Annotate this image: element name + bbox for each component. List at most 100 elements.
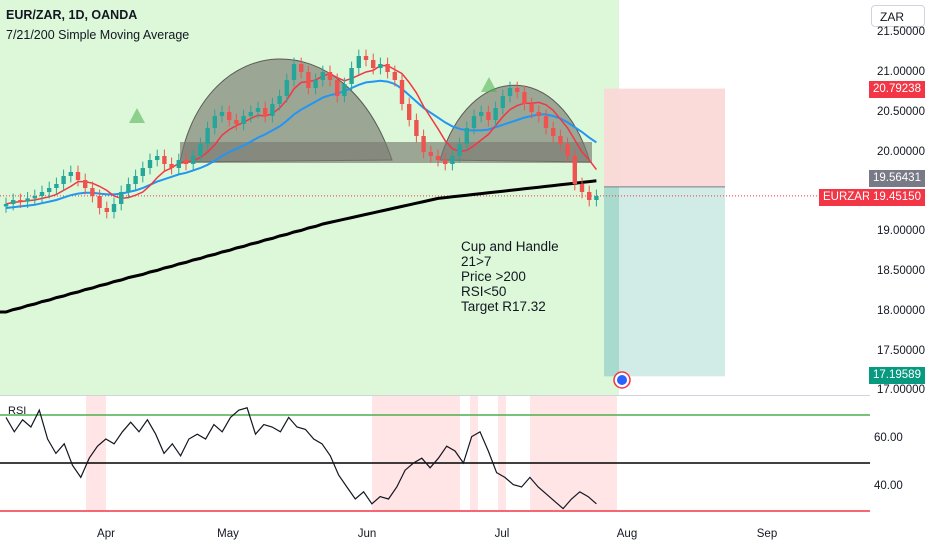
- candle-body: [205, 128, 210, 144]
- candle-body: [536, 112, 541, 116]
- rsi-tick-label: 60.00: [874, 432, 903, 444]
- y-tick-label: 19.00000: [877, 225, 925, 237]
- indicator-legend[interactable]: 7/21/200 Simple Moving Average: [6, 28, 190, 42]
- candle-body: [61, 176, 66, 184]
- candle-body: [111, 204, 117, 212]
- candle-body: [169, 164, 174, 168]
- candle-body: [349, 68, 354, 84]
- candle-body: [486, 112, 491, 120]
- candle-body: [594, 196, 599, 200]
- candle-body: [306, 72, 311, 88]
- candle-body: [363, 56, 369, 60]
- annotation-line-4[interactable]: RSI<50: [461, 284, 507, 299]
- candle-body: [479, 112, 484, 116]
- y-tick-label: 17.00000: [877, 384, 925, 396]
- candle-body: [414, 120, 419, 136]
- pane-separator: [0, 395, 870, 396]
- candle-body: [291, 64, 297, 80]
- candle-body: [263, 108, 268, 116]
- candle-body: [90, 188, 95, 196]
- up-arrow-icon: [481, 77, 497, 92]
- candle-body: [558, 136, 563, 144]
- rsi-label[interactable]: RSI: [8, 405, 27, 417]
- candle-body: [68, 172, 73, 176]
- x-tick-label: Jun: [357, 528, 377, 540]
- candle-body: [342, 84, 347, 96]
- rsi-shade-zone: [498, 396, 506, 510]
- candle-body: [464, 128, 469, 144]
- y-tick-label: 20.00000: [877, 146, 925, 158]
- candle-body: [191, 156, 196, 164]
- candle-body: [18, 200, 23, 202]
- candle-body: [457, 144, 462, 156]
- candle-body: [133, 176, 138, 184]
- candle-body: [176, 160, 181, 168]
- candle-body: [313, 80, 318, 88]
- candle-body: [39, 192, 45, 196]
- candle-body: [320, 72, 325, 80]
- candle-body: [11, 200, 16, 204]
- position-zones: [0, 88, 870, 377]
- candle-body: [54, 184, 59, 188]
- candle-body: [119, 192, 124, 204]
- candlesticks: [3, 49, 599, 219]
- candle-body: [493, 108, 498, 120]
- stop-loss-zone: [604, 88, 725, 187]
- take-profit-zone: [604, 186, 725, 377]
- currency-button[interactable]: ZAR: [871, 5, 925, 27]
- candle-body: [234, 120, 239, 124]
- candle-body: [385, 64, 390, 72]
- candle-body: [198, 144, 203, 156]
- candle-body: [572, 156, 577, 184]
- rsi-tick-label: 40.00: [874, 480, 903, 492]
- up-arrow-icon: [129, 108, 145, 123]
- candle-body: [219, 112, 225, 116]
- candle-body: [270, 104, 275, 116]
- candle-body: [500, 96, 505, 108]
- candle-body: [522, 92, 527, 104]
- y-tick-label: 21.50000: [877, 26, 925, 38]
- candle-body: [443, 160, 448, 164]
- y-tick-label: 20.50000: [877, 106, 925, 118]
- candle-body: [421, 136, 426, 152]
- candle-body: [515, 88, 520, 92]
- candle-body: [378, 64, 383, 68]
- annotation-line-3[interactable]: Price >200: [461, 269, 526, 284]
- candle-body: [392, 72, 397, 80]
- candle-body: [551, 128, 556, 136]
- entry-price-tag: 19.56431: [869, 170, 925, 187]
- candle-body: [155, 156, 160, 160]
- annotation-line-2[interactable]: 21>7: [461, 254, 492, 269]
- candle-body: [428, 152, 433, 156]
- moving-averages: [0, 64, 598, 314]
- candle-body: [104, 208, 109, 212]
- symbol-tag: EURZAR: [819, 189, 875, 206]
- x-tick-label: Jul: [494, 528, 510, 540]
- candle-body: [248, 112, 253, 116]
- candle-body: [97, 196, 102, 208]
- candle-body: [299, 64, 304, 72]
- candle-body: [147, 160, 153, 168]
- symbol-title[interactable]: EUR/ZAR, 1D, OANDA: [6, 8, 138, 22]
- alert-marker-dot: [617, 375, 627, 385]
- candle-body: [450, 156, 455, 164]
- candle-body: [25, 198, 30, 202]
- target-price-tag: 17.19589: [869, 367, 925, 384]
- y-tick-label: 18.00000: [877, 305, 925, 317]
- candle-body: [356, 56, 361, 68]
- annotation-line-5[interactable]: Target R17.32: [461, 299, 546, 314]
- y-tick-label: 21.00000: [877, 66, 925, 78]
- candle-body: [255, 108, 261, 112]
- stop-price-tag: 20.79238: [869, 81, 925, 98]
- candle-body: [212, 116, 217, 128]
- rsi-panel: [0, 396, 870, 512]
- candle-body: [227, 112, 232, 120]
- candle-body: [399, 80, 405, 104]
- annotation-line-1[interactable]: Cup and Handle: [461, 239, 559, 254]
- candle-body: [47, 188, 52, 192]
- candle-body: [140, 168, 145, 176]
- rsi-line: [5, 407, 597, 510]
- y-tick-label: 18.50000: [877, 265, 925, 277]
- candle-body: [587, 192, 592, 200]
